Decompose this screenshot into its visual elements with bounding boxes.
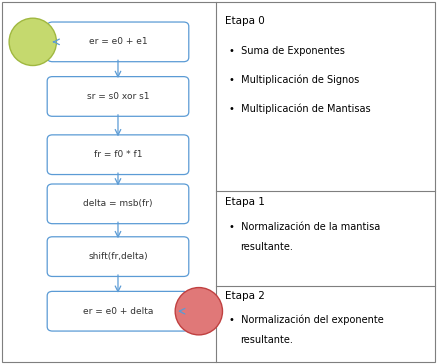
Text: shift(fr,delta): shift(fr,delta) [88, 252, 148, 261]
FancyBboxPatch shape [47, 77, 189, 116]
Text: sr = s0 xor s1: sr = s0 xor s1 [87, 92, 149, 101]
FancyBboxPatch shape [47, 237, 189, 277]
FancyBboxPatch shape [47, 184, 189, 223]
Text: •  Suma de Exponentes: • Suma de Exponentes [229, 46, 345, 55]
Text: er = e0 + delta: er = e0 + delta [83, 307, 153, 316]
Text: •  Multiplicación de Mantisas: • Multiplicación de Mantisas [229, 104, 371, 114]
FancyBboxPatch shape [47, 135, 189, 175]
Ellipse shape [175, 288, 222, 335]
Text: delta = msb(fr): delta = msb(fr) [83, 199, 153, 208]
Ellipse shape [9, 18, 56, 66]
FancyBboxPatch shape [47, 22, 189, 62]
Text: Etapa 0: Etapa 0 [225, 16, 265, 26]
Text: •  Normalización del exponente: • Normalización del exponente [229, 315, 384, 325]
Text: •  Normalización de la mantisa: • Normalización de la mantisa [229, 222, 381, 232]
FancyBboxPatch shape [47, 291, 189, 331]
Text: Etapa 1: Etapa 1 [225, 197, 265, 206]
Text: resultante.: resultante. [240, 335, 293, 345]
Text: •  Multiplicación de Signos: • Multiplicación de Signos [229, 75, 360, 85]
Text: Etapa 2: Etapa 2 [225, 291, 265, 301]
Text: er = e0 + e1: er = e0 + e1 [89, 37, 147, 46]
FancyBboxPatch shape [2, 2, 435, 362]
Text: fr = f0 * f1: fr = f0 * f1 [94, 150, 142, 159]
Text: resultante.: resultante. [240, 242, 293, 252]
